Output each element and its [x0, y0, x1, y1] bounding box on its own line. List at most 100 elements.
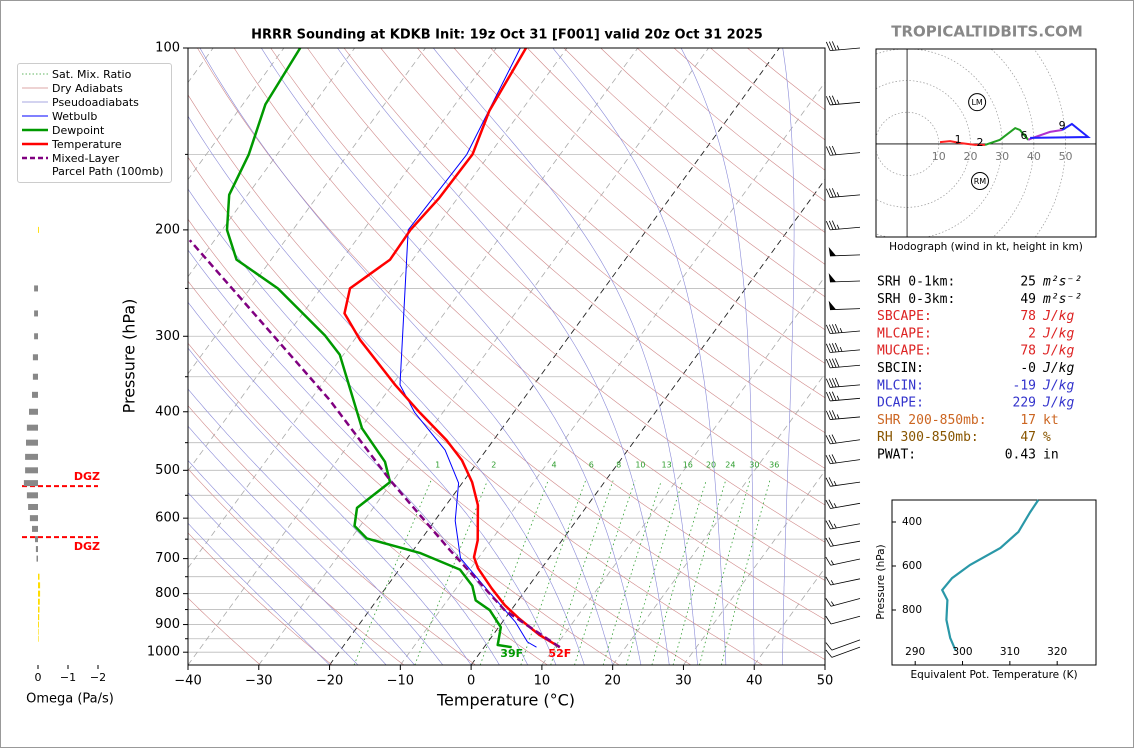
- hodo-tick-label: 50: [1059, 150, 1073, 163]
- mixing-ratio-label: 4: [551, 461, 556, 470]
- barb-full: [825, 537, 831, 547]
- barb-full: [831, 220, 837, 230]
- isotherm: [188, 48, 639, 665]
- barb-staff: [830, 578, 861, 586]
- mixing-ratio-label: 6: [589, 461, 594, 470]
- isotherm: [541, 275, 825, 665]
- omega-bar: [38, 606, 40, 613]
- omega-bar: [35, 536, 38, 543]
- barb-flag: [828, 246, 837, 256]
- legend-item: Pseudoadiabats: [20, 96, 171, 109]
- omega-bar: [32, 354, 38, 361]
- mixing-ratio-line: [479, 480, 549, 665]
- legend-label: Mixed-Layer Parcel Path (100mb): [52, 152, 164, 178]
- barb-full: [825, 615, 832, 625]
- wind-barb: [825, 220, 861, 231]
- pseudoadiabat: [337, 48, 670, 665]
- stat-value: 229: [1013, 396, 1036, 411]
- dry-adiabat: [307, 48, 825, 506]
- legend-swatch: [22, 115, 48, 117]
- hodo-tick-label: 30: [995, 150, 1009, 163]
- mixing-ratio-line: [353, 480, 432, 665]
- mixing-ratio-label: 24: [725, 461, 735, 470]
- pseudoadiabat: [552, 48, 727, 665]
- barb-staff: [830, 226, 861, 231]
- pseudoadiabat: [199, 48, 613, 665]
- barb-full: [831, 145, 837, 155]
- legend-label: Temperature: [52, 138, 122, 151]
- barb-full: [831, 378, 837, 388]
- omega-bar: [38, 582, 41, 589]
- y-tick-label: 400: [902, 516, 922, 528]
- stat-unit: kt: [1043, 413, 1059, 428]
- mixing-ratio-label: 10: [635, 461, 645, 470]
- stat-label: MLCIN:: [877, 378, 924, 393]
- storm-motion: [968, 93, 987, 112]
- barb-full: [825, 343, 831, 353]
- x-tick-label: 30: [675, 674, 692, 689]
- stat-value: 0.43: [1005, 448, 1036, 463]
- isotherm: [258, 48, 709, 665]
- wind-barb: [825, 377, 861, 388]
- omega-bar: [38, 573, 40, 580]
- barb-flag: [828, 273, 837, 283]
- wind-barb: [825, 598, 861, 607]
- legend-swatch: [22, 101, 48, 103]
- x-axis-label: Temperature (°C): [436, 691, 575, 710]
- barb-half: [839, 328, 843, 333]
- barb-full: [831, 95, 837, 105]
- legend-label: Sat. Mix. Ratio: [52, 68, 132, 81]
- legend-item: Sat. Mix. Ratio: [20, 68, 171, 81]
- dry-adiabat: [417, 48, 825, 399]
- y-tick-label: 400: [155, 404, 180, 419]
- mixing-ratio-label: 13: [662, 461, 672, 470]
- legend-label: Dewpoint: [52, 124, 105, 137]
- isotherm: [329, 48, 780, 665]
- storm-motion-label: LM: [971, 98, 982, 107]
- barb-staff: [830, 459, 861, 465]
- y-tick-label: 300: [155, 329, 180, 344]
- y-tick-label: 600: [155, 511, 180, 526]
- omega-bar: [38, 598, 40, 605]
- wind-barb: [825, 477, 861, 487]
- barb-half: [836, 395, 840, 401]
- stat-label: DCAPE:: [877, 396, 924, 411]
- stat-label: PWAT:: [877, 448, 916, 463]
- pseudoadiabat: [188, 522, 330, 665]
- barb-half: [836, 224, 840, 230]
- stat-value: 78: [1020, 344, 1036, 359]
- barb-full: [825, 435, 831, 445]
- wind-barb: [825, 410, 861, 420]
- hodograph-area: 10 20 30 40 50 1 2 6 9 LM RM: [876, 49, 1096, 237]
- hodo-line: [939, 140, 985, 146]
- barb-full: [828, 391, 834, 401]
- barb-full: [831, 41, 837, 51]
- y-tick-label: 800: [155, 586, 180, 601]
- dry-adiabat: [188, 597, 261, 665]
- pseudoadiabat: [433, 48, 698, 665]
- omega-bar: [29, 408, 38, 415]
- x-tick-label: −10: [387, 674, 414, 689]
- mixing-ratio-line: [651, 480, 707, 665]
- dgz-label: DGZ: [74, 470, 100, 483]
- mixing-ratio-line: [699, 480, 751, 665]
- storm-motion-label: RM: [974, 177, 987, 186]
- x-tick-label: 10: [534, 674, 551, 689]
- mixing-ratio-label: 30: [749, 461, 759, 470]
- omega-bar: [38, 614, 40, 621]
- pseudoadiabat: [188, 425, 415, 665]
- height-label: 9: [1059, 119, 1066, 132]
- pseudoadiabat: [188, 388, 444, 665]
- barb-full: [831, 391, 837, 401]
- omega-bar: [34, 310, 38, 317]
- x-tick-label: 310: [1000, 646, 1020, 658]
- barb-full: [825, 499, 831, 509]
- stat-label: MLCAPE:: [877, 326, 932, 341]
- chart-title: HRRR Sounding at KDKB Init: 19z Oct 31 […: [251, 28, 763, 43]
- isotherm: [470, 178, 825, 665]
- barb-full: [825, 378, 831, 388]
- legend-item: Dewpoint: [20, 124, 171, 137]
- barb-half: [833, 481, 837, 486]
